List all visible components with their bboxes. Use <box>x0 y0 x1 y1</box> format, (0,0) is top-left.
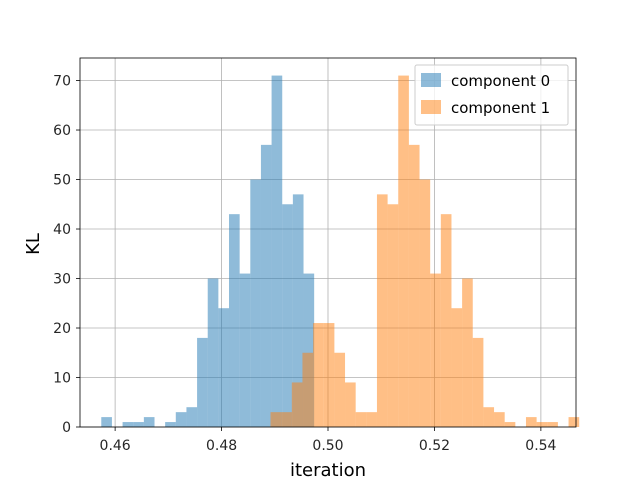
bar-component-0 <box>303 273 315 427</box>
bar-component-0 <box>133 422 144 427</box>
series-component-1 <box>270 75 580 428</box>
bar-component-0 <box>101 417 112 427</box>
bar-component-1 <box>568 417 580 427</box>
bar-component-1 <box>408 144 420 428</box>
legend-label-component-0: component 0 <box>451 72 550 90</box>
bar-component-0 <box>165 422 176 427</box>
x-tick-label: 0.52 <box>419 438 450 454</box>
bar-component-1 <box>430 273 441 427</box>
tick-labels: 0.46 0.48 0.50 0.52 0.54 0 10 20 30 40 50 60 70 <box>53 74 556 454</box>
y-tick-label: 40 <box>53 222 71 238</box>
bar-component-1 <box>291 382 303 427</box>
bar-component-0 <box>197 337 208 427</box>
bar-component-1 <box>323 323 335 427</box>
y-tick-label: 0 <box>62 420 71 436</box>
bar-component-1 <box>462 278 473 427</box>
bar-component-1 <box>483 407 495 427</box>
bar-component-1 <box>334 352 346 427</box>
x-tick-label: 0.48 <box>206 438 237 454</box>
legend-box <box>414 64 569 126</box>
bar-component-1 <box>270 412 282 427</box>
bar-component-1 <box>302 352 314 427</box>
bar-component-0 <box>239 273 251 427</box>
bar-component-1 <box>472 337 484 427</box>
bar-component-1 <box>366 412 377 427</box>
legend-label-component-1: component 1 <box>451 99 550 117</box>
bar-component-1 <box>419 179 431 427</box>
bar-component-0 <box>271 75 283 428</box>
bar-component-0 <box>282 204 293 427</box>
x-axis-label: iteration <box>290 460 366 480</box>
bar-component-1 <box>355 412 367 427</box>
bar-component-0 <box>122 422 134 427</box>
bar-component-1 <box>345 382 356 427</box>
bar-component-1 <box>536 422 548 427</box>
bar-component-1 <box>376 194 388 427</box>
bar-component-1 <box>313 323 324 427</box>
bar-component-0 <box>250 179 261 427</box>
legend-swatch-component-1 <box>421 100 441 114</box>
bar-component-1 <box>440 214 452 427</box>
bar-component-1 <box>398 75 409 428</box>
legend: component 0 component 1 <box>414 64 569 126</box>
y-tick-label: 70 <box>53 74 71 90</box>
x-tick-label: 0.46 <box>100 438 131 454</box>
y-tick-label: 50 <box>53 173 71 189</box>
x-tick-label: 0.54 <box>525 438 556 454</box>
bar-component-0 <box>229 214 240 427</box>
bar-component-0 <box>186 407 198 427</box>
y-tick-label: 30 <box>53 272 71 288</box>
bar-component-1 <box>451 308 463 427</box>
y-tick-label: 60 <box>53 123 71 139</box>
axes-frame <box>79 57 577 428</box>
bar-component-0 <box>218 308 230 427</box>
bar-component-1 <box>494 412 505 427</box>
bar-component-0 <box>260 144 272 428</box>
bar-component-1 <box>525 417 537 427</box>
bar-component-0 <box>175 412 187 427</box>
x-tick-label: 0.50 <box>312 438 343 454</box>
bar-component-0 <box>292 194 304 427</box>
bar-component-0 <box>207 278 219 427</box>
axes <box>76 57 577 431</box>
bar-component-1 <box>504 422 516 427</box>
y-axis-label: KL <box>23 233 44 255</box>
histogram-bars <box>101 75 580 428</box>
legend-swatch-component-0 <box>421 73 441 87</box>
bar-component-1 <box>547 422 558 427</box>
bar-component-0 <box>143 417 155 427</box>
y-tick-label: 20 <box>53 321 71 337</box>
series-component-0 <box>101 75 315 428</box>
bar-component-1 <box>387 204 399 427</box>
bar-component-1 <box>281 412 292 427</box>
y-tick-label: 10 <box>53 371 71 387</box>
